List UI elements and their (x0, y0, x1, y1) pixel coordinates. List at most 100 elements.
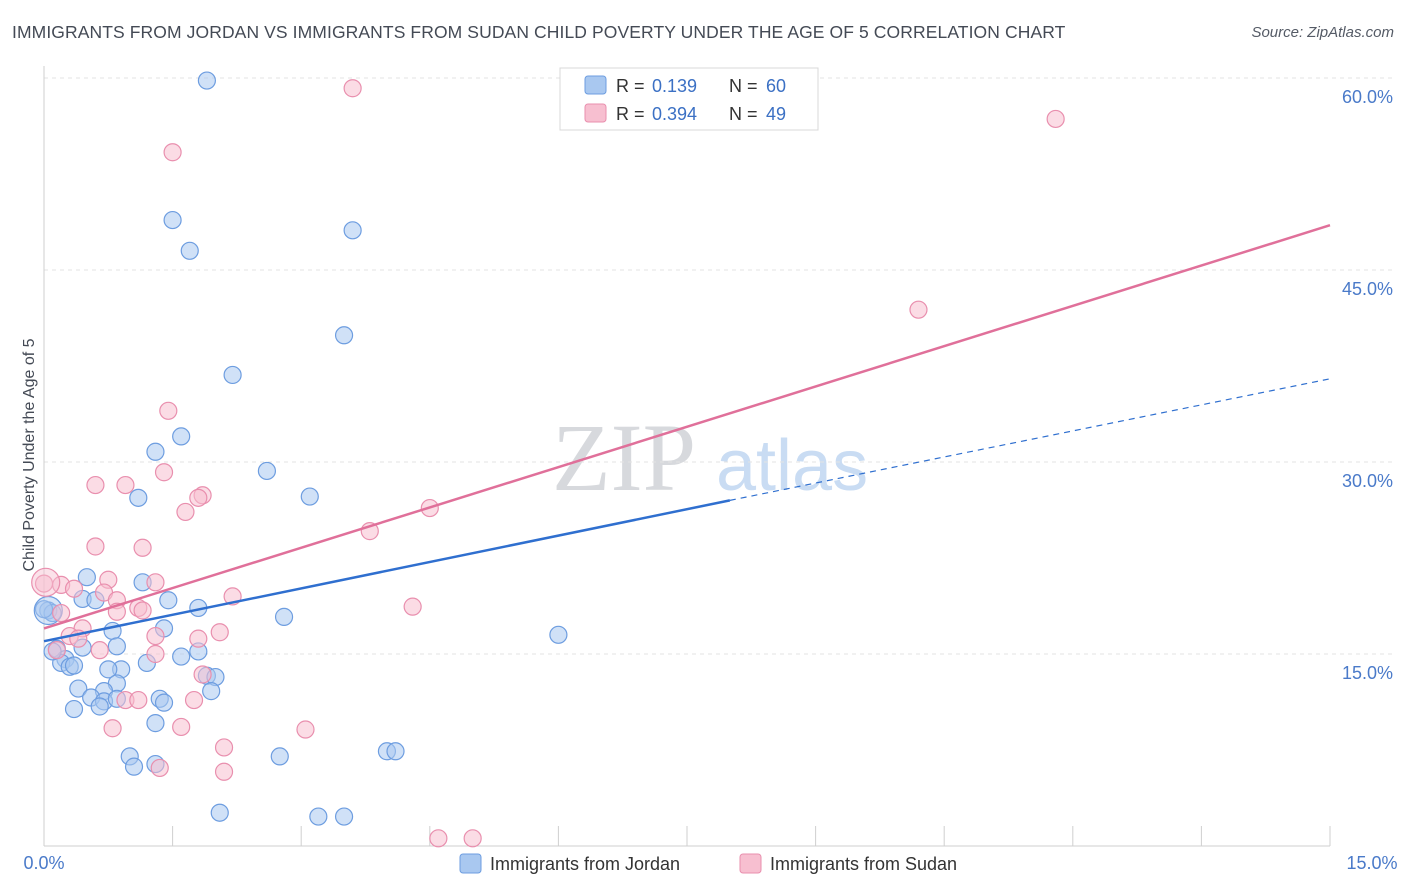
point-jordan-19 (274, 607, 294, 626)
point-sudan-10 (176, 502, 195, 522)
point-jordan-1 (163, 210, 182, 230)
point-sudan-14 (133, 538, 152, 557)
point-sudan-9 (189, 488, 208, 507)
point-sudan-1 (163, 143, 182, 162)
x-ticks (43, 826, 1331, 846)
point-jordan-22 (549, 625, 568, 644)
y-tick-labels: 15.0% 30.0% 45.0% 60.0% (1342, 87, 1393, 683)
bottom-legend-label-jordan: Immigrants from Jordan (490, 854, 680, 874)
legend-swatch-sudan (584, 103, 607, 123)
watermark-zip: ZIP (552, 404, 696, 511)
point-jordan-34 (99, 660, 118, 679)
point-jordan-45 (154, 693, 174, 712)
legend-n-value-jordan: 60 (766, 76, 786, 96)
point-sudan-43 (296, 720, 315, 739)
y-axis-label: Child Poverty Under the Age of 5 (21, 338, 38, 571)
point-sudan-37 (193, 665, 212, 684)
series-jordan-points (33, 71, 568, 826)
legend-r-label-sudan: R = (616, 104, 645, 124)
series-sudan-points (31, 79, 1065, 848)
point-sudan-42 (172, 717, 191, 737)
trend-line-sudan (43, 224, 1331, 630)
watermark-atlas: atlas (716, 426, 868, 506)
point-jordan-9 (300, 487, 319, 506)
point-jordan-23 (107, 637, 126, 656)
bottom-legend-swatch-sudan (739, 853, 762, 874)
point-sudan-36 (146, 644, 165, 664)
point-sudan-35 (90, 641, 109, 660)
point-jordan-8 (257, 461, 277, 481)
point-jordan-52 (270, 747, 289, 766)
point-sudan-32 (189, 629, 208, 648)
point-sudan-40 (184, 690, 204, 710)
point-jordan-5 (223, 365, 242, 385)
point-jordan-38 (69, 679, 88, 698)
point-jordan-47 (64, 699, 84, 719)
point-jordan-54 (386, 742, 405, 761)
point-sudan-45 (150, 758, 169, 778)
point-sudan-31 (146, 626, 165, 646)
point-jordan-11 (77, 568, 96, 587)
point-sudan-33 (210, 623, 229, 642)
point-jordan-55 (210, 803, 229, 822)
point-jordan-46 (90, 697, 109, 716)
point-sudan-41 (103, 719, 122, 738)
point-jordan-7 (146, 442, 165, 461)
point-jordan-48 (146, 714, 165, 733)
y-tick-label-30: 30.0% (1342, 471, 1393, 491)
y-tick-label-15: 15.0% (1342, 663, 1393, 683)
point-jordan-2 (343, 221, 362, 240)
point-jordan-27 (172, 647, 191, 666)
point-sudan-7 (116, 475, 135, 495)
point-sudan-34 (47, 641, 66, 660)
point-sudan-0 (343, 79, 362, 98)
trend-lines (43, 224, 1331, 643)
point-sudan-5 (154, 463, 174, 482)
point-sudan-48 (463, 829, 482, 848)
legend-swatch-jordan (584, 75, 607, 95)
point-sudan-cluster (31, 567, 61, 597)
point-jordan-10 (129, 488, 148, 507)
point-sudan-17 (64, 579, 84, 598)
trend-line-jordan (43, 499, 731, 643)
bottom-legend: Immigrants from Jordan Immigrants from S… (459, 853, 957, 874)
point-jordan-4 (334, 326, 354, 345)
point-sudan-44 (214, 738, 234, 757)
point-sudan-4 (159, 401, 178, 420)
point-jordan-6 (172, 427, 191, 446)
point-sudan-13 (86, 537, 105, 556)
point-sudan-6 (86, 475, 105, 495)
point-sudan-27 (403, 597, 422, 616)
point-sudan-19 (146, 573, 165, 592)
x-tick-label-min: 0.0% (23, 853, 64, 873)
point-jordan-57 (334, 807, 354, 826)
trend-line-jordan-extension (729, 378, 1331, 501)
point-sudan-47 (429, 829, 448, 848)
source-credit: Source: ZipAtlas.com (1251, 24, 1394, 41)
point-sudan-3 (909, 300, 928, 319)
bottom-legend-label-sudan: Immigrants from Sudan (770, 854, 957, 874)
point-sudan-23 (52, 603, 71, 623)
x-tick-label-max: 15.0% (1346, 853, 1397, 873)
point-jordan-50 (124, 757, 144, 776)
point-sudan-26 (133, 601, 152, 620)
legend-r-label-jordan: R = (616, 76, 645, 96)
legend-n-value-sudan: 49 (766, 104, 786, 124)
legend-n-label-sudan: N = (729, 104, 758, 124)
legend-r-value-sudan: 0.394 (652, 104, 697, 124)
point-jordan-56 (309, 807, 328, 826)
legend-box: R = 0.139 N = 60 R = 0.394 N = 49 (559, 67, 819, 131)
bottom-legend-swatch-jordan (459, 853, 482, 874)
point-jordan-15 (159, 591, 178, 610)
legend-n-label-jordan: N = (729, 76, 758, 96)
point-jordan-58 (34, 600, 54, 619)
point-jordan-40 (202, 682, 221, 701)
point-jordan-31 (64, 656, 84, 675)
gridlines (44, 77, 1392, 655)
point-jordan-0 (197, 71, 216, 90)
point-sudan-46 (214, 762, 234, 781)
chart-title: IMMIGRANTS FROM JORDAN VS IMMIGRANTS FRO… (12, 22, 1066, 42)
point-sudan-39 (129, 690, 148, 710)
y-tick-label-45: 45.0% (1342, 279, 1393, 299)
